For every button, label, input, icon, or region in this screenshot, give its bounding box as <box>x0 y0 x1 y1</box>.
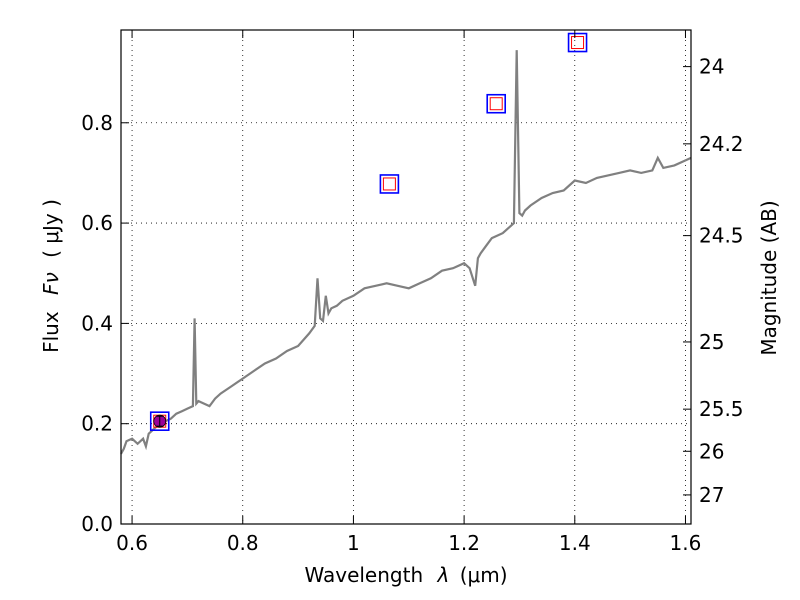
spectrum-line <box>120 50 692 455</box>
photometry-markers <box>149 32 588 431</box>
y2-tick-label: 24.2 <box>699 132 744 156</box>
photometry-box-outer <box>149 411 170 431</box>
y-tick-label: 0.8 <box>81 111 113 135</box>
y-axis-label: Flux Fν ( μJy ) <box>39 199 63 353</box>
x-tick-label: 1.6 <box>670 531 702 555</box>
photometry-box-outer <box>379 174 400 194</box>
x-tick-label: 1 <box>347 531 360 555</box>
photometry-box-outer <box>486 93 507 114</box>
y-tick-label: 0.0 <box>81 512 113 536</box>
y2-tick-label: 25.5 <box>699 397 744 421</box>
photometry-box-inner <box>382 177 396 191</box>
y2-tick-label: 24 <box>699 55 724 79</box>
ticks: 0.6 0.8 1 1.2 1.4 1.6 0.0 0.2 0.4 0.6 0.8 24 24.2 24.… <box>81 30 744 555</box>
photometry-box-inner <box>571 36 585 50</box>
x-tick-label: 0.6 <box>116 531 148 555</box>
x-tick-label: 1.2 <box>448 531 480 555</box>
y2-tick-label: 26 <box>699 439 724 463</box>
y2-tick-label: 24.5 <box>699 224 744 248</box>
series-layer <box>120 50 692 455</box>
photometry-box-inner <box>489 97 503 111</box>
x-tick-label: 1.4 <box>559 531 591 555</box>
y-tick-label: 0.2 <box>81 412 113 436</box>
x-axis-label: Wavelength λ (μm) <box>304 563 507 587</box>
photometry-box-outer <box>567 32 588 53</box>
y2-tick-label: 27 <box>699 483 724 507</box>
grid <box>121 30 691 525</box>
y2-axis-label: Magnitude (AB) <box>757 200 781 355</box>
y-tick-label: 0.6 <box>81 211 113 235</box>
x-tick-label: 0.8 <box>227 531 259 555</box>
plot-frame <box>120 29 692 525</box>
y-tick-label: 0.4 <box>81 311 113 335</box>
y2-tick-label: 25 <box>699 330 724 354</box>
